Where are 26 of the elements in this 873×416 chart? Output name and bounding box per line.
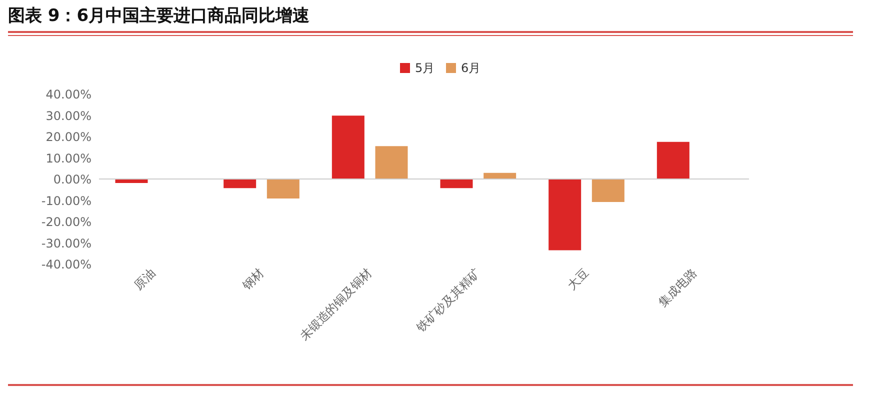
x-tick-label: 原油 [131,266,158,292]
x-tick-label: 大豆 [564,266,592,292]
y-tick-label: 30.00% [46,108,92,123]
y-tick-label: -20.00% [41,215,92,229]
y-tick-label: 0.00% [53,172,92,186]
bar [224,179,256,188]
bar [592,179,624,202]
y-tick-label: 40.00% [46,88,92,102]
x-tick-label: 钢材 [238,266,266,294]
bar [375,146,408,179]
legend-label: 6月 [461,61,481,75]
chart-title: 图表 9：6月中国主要进口商品同比增速 [8,2,853,33]
bar [332,116,364,179]
y-tick-label: -40.00% [41,258,92,272]
y-tick-label: -30.00% [41,236,92,250]
bar [440,179,473,188]
y-tick-label: -10.00% [41,194,92,208]
y-tick-label: 10.00% [46,151,92,166]
x-tick-label: 未锻造的铜及铜材 [297,266,375,344]
x-tick-label: 铁矿砂及其精矿 [413,266,484,336]
y-tick-label: 20.00% [46,130,92,144]
bar [548,179,582,250]
bar [266,179,300,199]
bar [656,142,690,179]
legend-label: 5月 [415,61,435,75]
x-tick-label: 集成电路 [656,266,700,310]
